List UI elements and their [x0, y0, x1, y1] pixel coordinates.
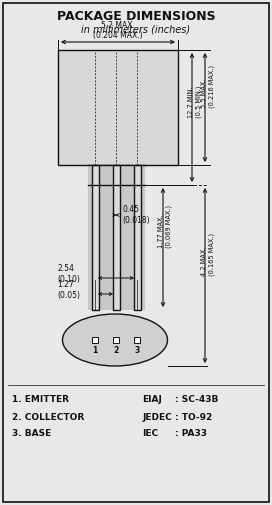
Bar	[58, 50, 178, 165]
Text: 5.2 MAX.
(0.204 MAX.): 5.2 MAX. (0.204 MAX.)	[93, 21, 143, 40]
Text: : SC-43B: : SC-43B	[175, 395, 218, 405]
Text: PACKAGE DIMENSIONS: PACKAGE DIMENSIONS	[57, 10, 215, 23]
Text: IEC: IEC	[142, 429, 158, 438]
Text: 0.45
(0.018): 0.45 (0.018)	[122, 206, 150, 225]
Bar	[113, 165, 119, 310]
Text: in millimeters (inches): in millimeters (inches)	[81, 25, 191, 35]
Ellipse shape	[63, 314, 168, 366]
Text: JEDEC: JEDEC	[142, 413, 172, 422]
Text: 1: 1	[92, 346, 98, 355]
Text: 3. BASE: 3. BASE	[12, 429, 51, 438]
Text: EIAJ: EIAJ	[142, 395, 162, 405]
Text: : TO-92: : TO-92	[175, 413, 212, 422]
Text: 2.54
(0.10): 2.54 (0.10)	[57, 264, 80, 284]
Bar	[134, 337, 140, 343]
Bar	[91, 165, 98, 310]
Bar	[134, 165, 141, 310]
Text: 4.2 MAX.
(0.165 MAX.): 4.2 MAX. (0.165 MAX.)	[201, 232, 215, 276]
Text: 2: 2	[113, 346, 119, 355]
Text: 1.77 MAX.
(0.069 MAX.): 1.77 MAX. (0.069 MAX.)	[158, 205, 172, 247]
Bar	[88, 165, 144, 310]
Text: 1. EMITTER: 1. EMITTER	[12, 395, 69, 405]
Text: 3: 3	[134, 346, 140, 355]
Text: 5.5 MAX.
(0.216 MAX.): 5.5 MAX. (0.216 MAX.)	[201, 64, 215, 108]
Text: 1.27
(0.05): 1.27 (0.05)	[57, 280, 80, 299]
Bar	[92, 337, 98, 343]
Text: : PA33: : PA33	[175, 429, 207, 438]
Text: 12.7 MIN.
(0.5 MIN.): 12.7 MIN. (0.5 MIN.)	[188, 85, 202, 118]
Bar	[113, 337, 119, 343]
Text: 2. COLLECTOR: 2. COLLECTOR	[12, 413, 84, 422]
